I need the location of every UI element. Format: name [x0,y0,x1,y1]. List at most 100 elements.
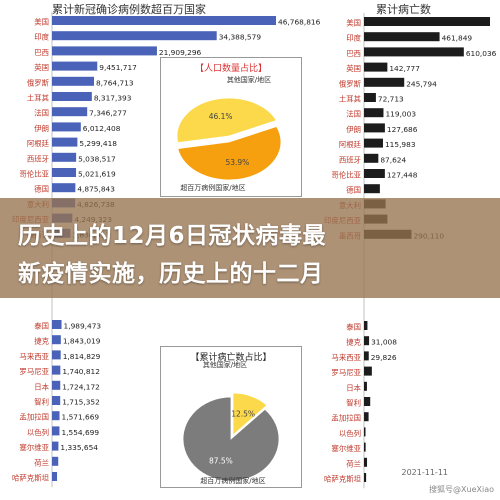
value-label: 1,724,172 [62,382,100,391]
value-label: 4,875,843 [77,185,115,194]
category-label: 美国 [346,19,361,28]
bar [364,17,490,26]
category-label: 塞尔维亚 [19,443,49,452]
bar [364,336,370,346]
confirmed-chart-title: 累计新冠确诊病例数超百万国家 [52,3,206,16]
bar [364,93,376,102]
bar [364,32,440,42]
category-label: 塞尔维亚 [331,444,361,453]
value-label: 72,713 [378,95,404,104]
pie-percent-label: 87.5% [209,456,233,465]
category-label: 伊朗 [346,125,361,134]
category-label: 法国 [34,109,49,118]
confirmed-cases-panel: 累计新冠确诊病例数超百万国家 美国 46,768,816 印度 34,388,579 巴… [12,3,321,488]
value-label: 245,794 [406,79,437,88]
bar [364,153,379,163]
value-label: 1,715,352 [62,398,100,407]
bar [52,441,59,451]
bar [52,396,61,405]
value-label: 8,317,393 [94,94,132,103]
bar [52,426,60,436]
value-label: 1,335,654 [60,443,98,452]
category-label: 美国 [34,18,49,27]
bar [364,77,405,87]
watermark: 搜狐号@XueXiao [429,485,494,494]
bar [52,92,92,101]
value-label: 1,814,829 [63,352,101,361]
bar [364,169,385,178]
bar [364,321,368,330]
value-label: 461,849 [442,34,473,43]
chart-date: 2021-11-11 [401,468,449,477]
category-label: 孟加拉国 [331,414,361,423]
bar [52,183,76,193]
value-label: 127,686 [387,125,418,134]
pie-percent-label: 46.1% [209,112,233,121]
value-label: 142,777 [389,64,420,73]
value-label: 115,983 [385,140,416,149]
category-label: 西班牙 [27,154,49,163]
category-label: 印度 [34,33,49,42]
bar [52,46,157,56]
category-label: 伊朗 [34,124,49,133]
value-label: 87,624 [380,155,406,164]
value-label: 6,012,408 [83,124,121,133]
value-label: 34,388,579 [219,33,262,42]
bar [364,351,369,361]
bar [364,412,369,422]
category-label: 日本 [34,382,49,391]
category-label: 马来西亚 [331,353,361,362]
value-label: 8,764,713 [96,78,134,87]
bar [52,335,61,345]
category-label: 罗马尼亚 [331,368,361,377]
category-label: 英国 [34,63,49,72]
bar [52,107,88,117]
pie-slice [182,396,280,482]
category-label: 荷兰 [346,459,361,468]
pie-legend-label: 超百万病例国家/地区 [180,183,245,192]
bar [364,457,368,467]
category-label: 罗马尼亚 [19,367,49,376]
value-label: 610,036 [466,49,497,58]
value-label: 119,003 [385,110,416,119]
category-label: 印度 [346,34,361,43]
category-label: 荷兰 [34,458,49,467]
bar [364,427,366,437]
bar [364,184,380,194]
value-label: 21,909,296 [159,48,202,57]
value-label: 1,554,699 [61,428,99,437]
bar [52,456,59,466]
category-label: 马来西亚 [19,352,49,361]
article-title-banner: 历史上的12月6日冠状病毒最 新疫情实施，历史上的十二月 [0,198,500,298]
category-label: 巴西 [346,49,361,58]
bar [52,61,98,71]
value-label: 1,571,669 [62,413,100,422]
bar [52,365,61,375]
bar [364,138,383,148]
bar [364,366,372,376]
value-label: 5,299,418 [79,139,117,148]
category-label: 哥伦比亚 [331,171,361,180]
bar [52,380,61,390]
pie-slice [232,392,268,436]
deaths-chart-title: 累计病亡数 [376,3,431,16]
category-label: 西班牙 [339,155,361,164]
pie-percent-label: 12.5% [231,410,255,419]
category-label: 捷克 [346,338,361,347]
value-label: 1,989,473 [64,322,102,331]
value-label: 31,008 [371,338,397,347]
category-label: 泰国 [346,323,361,332]
category-label: 以色列 [27,428,49,437]
value-label: 1,740,812 [62,367,100,376]
value-label: 5,021,619 [78,170,116,179]
bar [52,76,94,86]
category-label: 土耳其 [27,94,49,103]
category-label: 哈萨克斯坦 [324,475,362,484]
category-label: 阿根廷 [27,139,50,148]
bar [364,62,388,72]
category-label: 巴西 [34,48,49,57]
category-label: 土耳其 [339,95,361,104]
bar [52,168,77,177]
value-label: 1,843,019 [63,337,101,346]
